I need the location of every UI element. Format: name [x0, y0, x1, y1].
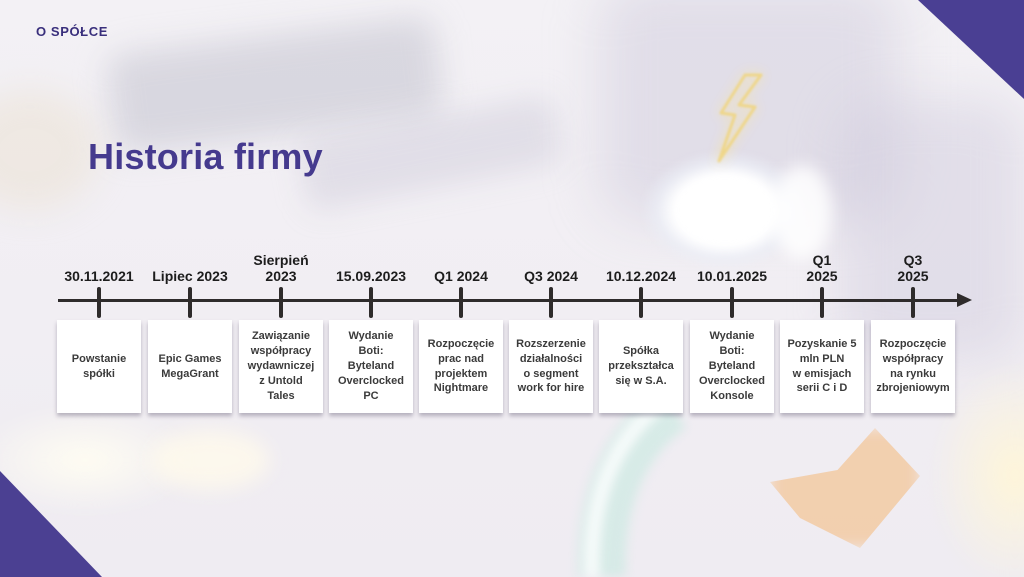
timeline-item: 10.12.2024 Spółka przekształca się w S.A… — [595, 240, 687, 430]
timeline-item: Q1 2025 Pozyskanie 5 mln PLN w emisjach … — [776, 240, 868, 430]
timeline-card: Wydanie Boti: Byteland Overclocked Konso… — [690, 320, 774, 413]
timeline-card: Epic Games MegaGrant — [148, 320, 232, 413]
timeline-arrow-icon — [957, 293, 972, 307]
timeline-item: 10.01.2025 Wydanie Boti: Byteland Overcl… — [686, 240, 778, 430]
timeline-card: Zawiązanie współpracy wydawniczej z Unto… — [239, 320, 323, 413]
page-title: Historia firmy — [88, 136, 323, 177]
lightning-icon — [717, 73, 763, 163]
timeline-tick — [820, 287, 824, 318]
timeline-item: 15.09.2023 Wydanie Boti: Byteland Overcl… — [325, 240, 417, 430]
timeline-tick — [911, 287, 915, 318]
timeline-date: Q1 2024 — [434, 267, 488, 284]
bg-beige-corner — [0, 90, 100, 210]
timeline-tick — [459, 287, 463, 318]
timeline-item: Lipiec 2023 Epic Games MegaGrant — [144, 240, 236, 430]
timeline: 30.11.2021 Powstanie spółki Lipiec 2023 … — [0, 240, 1024, 430]
bg-light-streak-left — [150, 430, 270, 490]
timeline-item: Q1 2024 Rozpoczęcie prac nad projektem N… — [415, 240, 507, 430]
timeline-card: Rozpoczęcie prac nad projektem Nightmare — [419, 320, 503, 413]
corner-triangle-bottom-left — [0, 471, 102, 577]
timeline-tick — [549, 287, 553, 318]
timeline-card: Rozpoczęcie współpracy na rynku zbrojeni… — [871, 320, 955, 413]
timeline-item: 30.11.2021 Powstanie spółki — [53, 240, 145, 430]
bg-orange-crystal-shape — [770, 428, 920, 548]
timeline-card: Pozyskanie 5 mln PLN w emisjach serii C … — [780, 320, 864, 413]
bg-haze-top-right — [600, 0, 900, 220]
timeline-tick — [639, 287, 643, 318]
timeline-tick — [97, 287, 101, 318]
timeline-date: Sierpień 2023 — [253, 251, 309, 284]
timeline-tick — [730, 287, 734, 318]
timeline-tick — [188, 287, 192, 318]
timeline-date: Lipiec 2023 — [152, 267, 228, 284]
timeline-date: Q3 2024 — [524, 267, 578, 284]
timeline-card: Wydanie Boti: Byteland Overclocked PC — [329, 320, 413, 413]
timeline-date: 10.01.2025 — [696, 267, 768, 284]
timeline-card: Spółka przekształca się w S.A. — [599, 320, 683, 413]
timeline-card: Powstanie spółki — [57, 320, 141, 413]
timeline-axis — [58, 299, 958, 302]
timeline-date: Q3 2025 — [897, 251, 929, 284]
timeline-date: 10.12.2024 — [605, 267, 677, 284]
timeline-card: Rozszerzenie działalności o segment work… — [509, 320, 593, 413]
timeline-tick — [279, 287, 283, 318]
bg-platform-shape-2 — [295, 93, 565, 213]
timeline-date: 15.09.2023 — [335, 267, 407, 284]
bg-platform-shape — [105, 15, 445, 155]
timeline-item: Q3 2024 Rozszerzenie działalności o segm… — [505, 240, 597, 430]
corner-triangle-top-right — [918, 0, 1024, 99]
timeline-tick — [369, 287, 373, 318]
timeline-item: Q3 2025 Rozpoczęcie współpracy na rynku … — [867, 240, 959, 430]
section-kicker: O SPÓŁCE — [36, 24, 108, 39]
timeline-item: Sierpień 2023 Zawiązanie współpracy wyda… — [235, 240, 327, 430]
timeline-date: 30.11.2021 — [64, 267, 134, 284]
